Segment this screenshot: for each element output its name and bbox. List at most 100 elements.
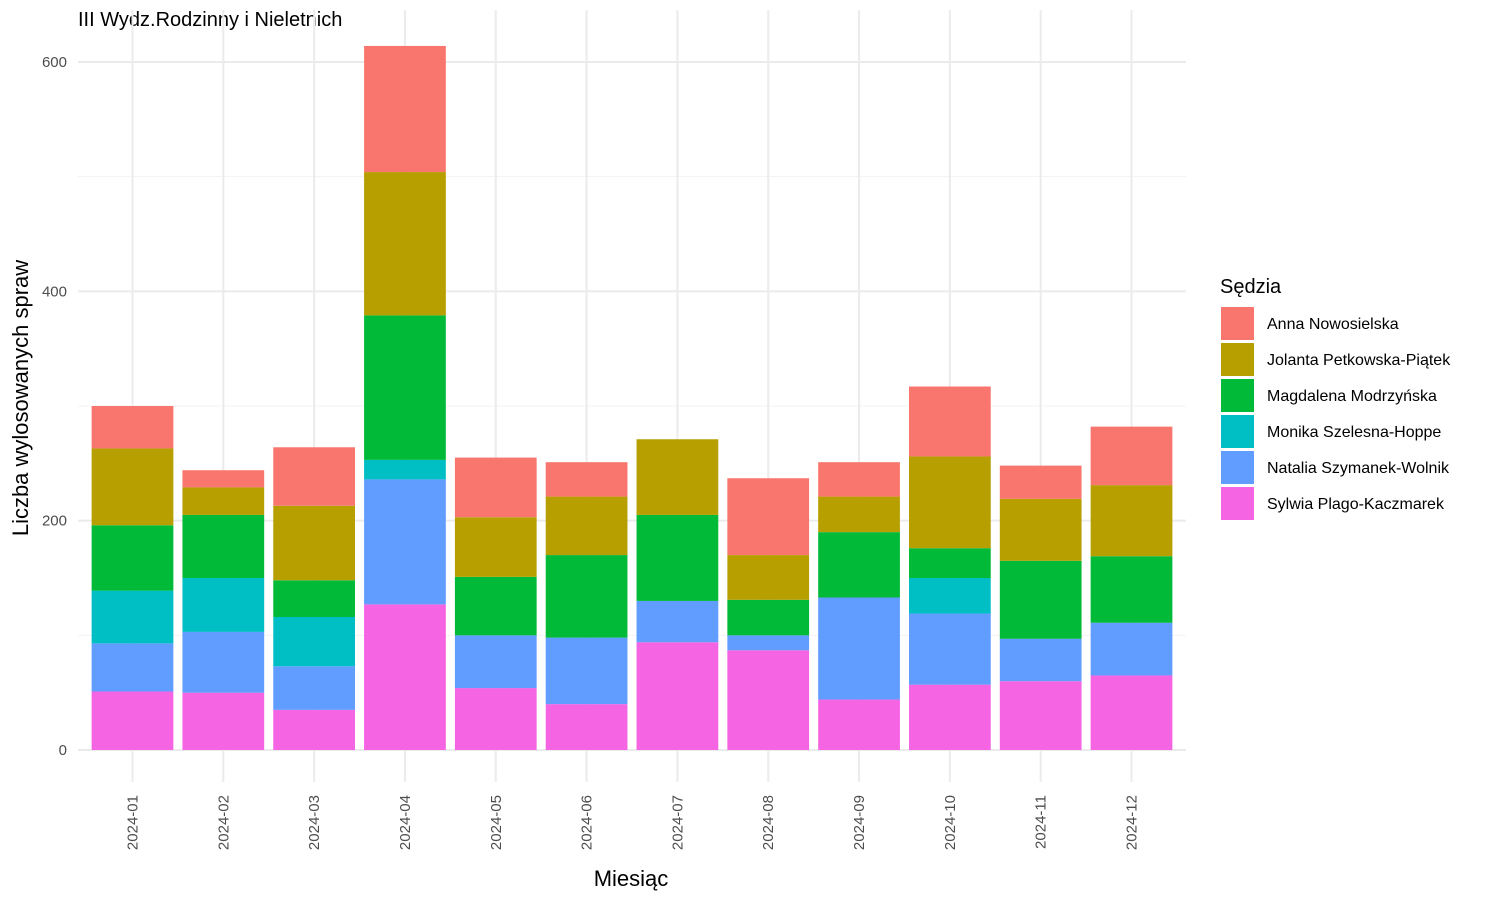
legend-label: Natalia Szymanek-Wolnik xyxy=(1267,460,1450,477)
legend: Sędzia Anna Nowosielska Jolanta Petkowska… xyxy=(1220,276,1451,520)
x-tick-label: 2024-07 xyxy=(669,795,686,850)
bar-segment xyxy=(182,578,264,632)
bar-segment xyxy=(637,642,719,750)
bar-segment xyxy=(92,525,174,590)
bar-segment xyxy=(1091,623,1173,676)
bar-segment xyxy=(364,46,446,172)
bar-segment xyxy=(909,614,991,685)
bar-segment xyxy=(1091,427,1173,485)
bar-segment xyxy=(182,632,264,693)
legend-label: Jolanta Petkowska-Piątek xyxy=(1267,352,1451,369)
bar-segment xyxy=(1091,485,1173,556)
bar-segment xyxy=(818,700,900,750)
y-axis-title: Liczba wylosowanych spraw xyxy=(8,260,33,536)
bar-segment xyxy=(455,688,537,750)
legend-swatch xyxy=(1221,307,1254,340)
bar-segment xyxy=(637,439,719,515)
legend-label: Anna Nowosielska xyxy=(1267,316,1399,333)
x-tick-label: 2024-09 xyxy=(851,795,868,850)
bar-segment xyxy=(1000,639,1082,681)
bar-segment xyxy=(364,479,446,604)
bar-segment xyxy=(273,580,355,617)
bar-segment xyxy=(92,406,174,448)
bar-segment xyxy=(455,517,537,577)
bar-segment xyxy=(273,617,355,666)
bar-segment xyxy=(546,462,628,496)
bar-segment xyxy=(909,387,991,457)
bar-segment xyxy=(455,635,537,688)
x-axis-ticks: 2024-01 2024-02 2024-03 2024-04 2024-05 2024-… xyxy=(124,795,1140,850)
bar-segment xyxy=(364,604,446,750)
bar-segment xyxy=(1000,499,1082,561)
bar-segment xyxy=(727,478,809,555)
x-tick-label: 2024-12 xyxy=(1124,795,1141,850)
bar-segment xyxy=(1000,561,1082,639)
bar-segment xyxy=(818,497,900,533)
bar-segment xyxy=(909,578,991,614)
y-tick-label: 600 xyxy=(42,54,67,71)
x-tick-label: 2024-02 xyxy=(215,795,232,850)
y-tick-label: 0 xyxy=(59,742,67,759)
legend-swatch xyxy=(1221,451,1254,484)
bar-segment xyxy=(364,315,446,459)
legend-label: Magdalena Modrzyńska xyxy=(1267,388,1437,405)
legend-title: Sędzia xyxy=(1220,276,1282,298)
legend-label: Sylwia Plago-Kaczmarek xyxy=(1267,496,1445,513)
y-tick-label: 400 xyxy=(42,283,67,300)
bar-segment xyxy=(455,458,537,518)
x-tick-label: 2024-01 xyxy=(124,795,141,850)
bar-segment xyxy=(909,548,991,578)
bars xyxy=(92,46,1173,750)
x-axis-title: Miesiąc xyxy=(594,866,669,891)
bar-segment xyxy=(182,487,264,515)
bar-segment xyxy=(727,635,809,650)
bar-segment xyxy=(273,447,355,505)
x-tick-label: 2024-05 xyxy=(488,795,505,850)
bar-segment xyxy=(273,710,355,750)
bar-segment xyxy=(364,460,446,479)
bar-segment xyxy=(546,497,628,555)
bar-segment xyxy=(818,532,900,597)
legend-swatch xyxy=(1221,415,1254,448)
bar-segment xyxy=(909,456,991,548)
x-tick-label: 2024-11 xyxy=(1033,795,1050,849)
chart-title: III Wydz.Rodzinny i Nieletnich xyxy=(78,9,342,31)
stacked-bar-chart: III Wydz.Rodzinny i Nieletnich 0 200 400 60… xyxy=(0,0,1500,900)
x-tick-label: 2024-04 xyxy=(397,795,414,850)
bar-segment xyxy=(818,462,900,496)
bar-segment xyxy=(182,693,264,750)
bar-segment xyxy=(273,666,355,710)
legend-label: Monika Szelesna-Hoppe xyxy=(1267,424,1441,441)
bar-segment xyxy=(1091,675,1173,750)
bar-segment xyxy=(909,685,991,750)
x-tick-label: 2024-10 xyxy=(942,795,959,850)
bar-segment xyxy=(92,448,174,525)
bar-segment xyxy=(92,692,174,750)
bar-segment xyxy=(1000,681,1082,750)
legend-swatch xyxy=(1221,343,1254,376)
bar-segment xyxy=(455,577,537,635)
bar-segment xyxy=(182,515,264,578)
bar-segment xyxy=(182,470,264,487)
bar-segment xyxy=(727,600,809,636)
y-tick-label: 200 xyxy=(42,513,67,530)
bar-segment xyxy=(546,704,628,750)
bar-segment xyxy=(364,172,446,315)
bar-segment xyxy=(92,643,174,691)
bar-segment xyxy=(546,555,628,638)
x-tick-label: 2024-06 xyxy=(579,795,596,850)
bar-segment xyxy=(1000,466,1082,499)
bar-segment xyxy=(727,555,809,600)
x-tick-label: 2024-03 xyxy=(306,795,323,850)
bar-segment xyxy=(92,591,174,644)
bar-segment xyxy=(1091,556,1173,623)
legend-swatch xyxy=(1221,379,1254,412)
legend-swatch xyxy=(1221,487,1254,520)
bar-segment xyxy=(818,597,900,699)
bar-segment xyxy=(637,515,719,601)
bar-segment xyxy=(727,650,809,750)
x-tick-label: 2024-08 xyxy=(760,795,777,850)
bar-segment xyxy=(546,638,628,705)
bar-segment xyxy=(273,506,355,581)
bar-segment xyxy=(637,601,719,642)
